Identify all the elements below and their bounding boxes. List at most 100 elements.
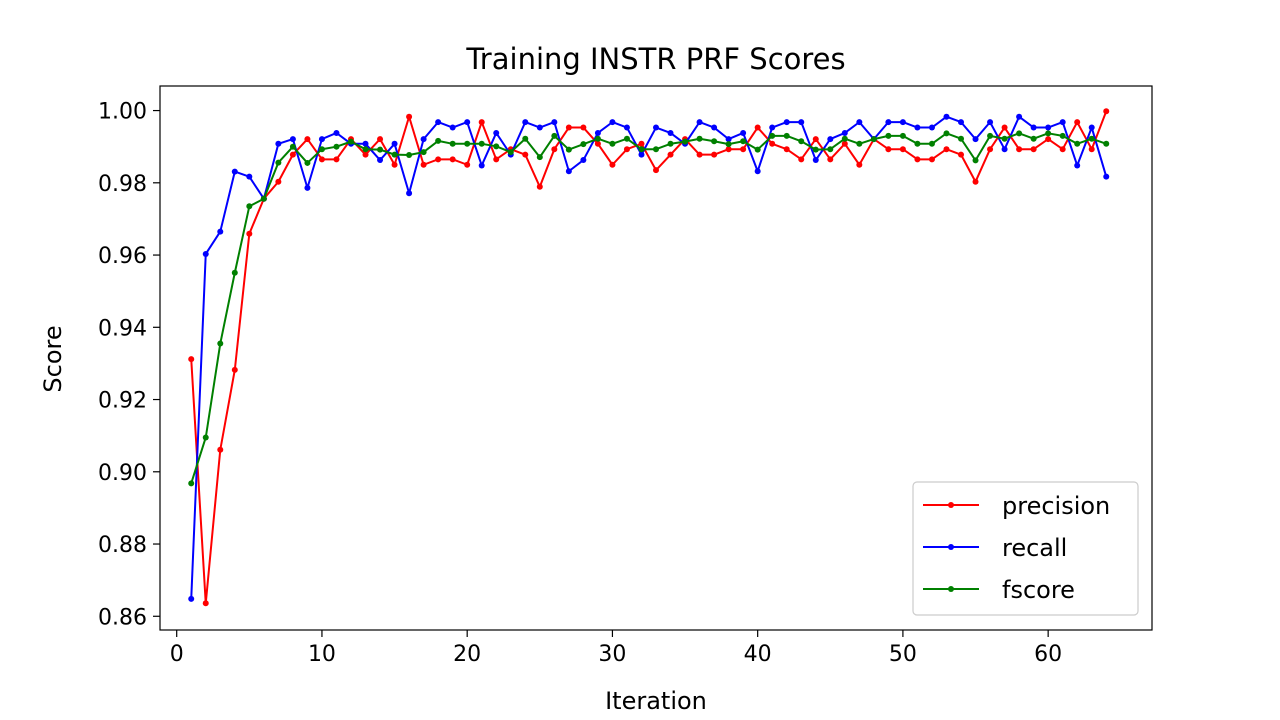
data-point-recall (594, 129, 601, 136)
data-point-precision (1103, 108, 1110, 115)
data-point-precision (318, 156, 325, 163)
data-point-recall (202, 250, 209, 257)
series-line-fscore (190, 132, 1107, 484)
data-point-precision (464, 161, 471, 168)
series-recall (188, 113, 1110, 602)
y-tick-label: 0.96 (98, 244, 147, 269)
data-point-precision (987, 146, 994, 153)
data-point-fscore (275, 159, 282, 166)
data-point-recall (318, 136, 325, 143)
data-point-fscore (783, 132, 790, 139)
data-point-precision (754, 124, 761, 131)
data-point-precision (1059, 146, 1066, 153)
data-point-fscore (260, 195, 267, 202)
data-point-recall (943, 113, 950, 120)
data-point-recall (928, 124, 935, 131)
data-point-fscore (580, 141, 587, 148)
data-point-precision (420, 161, 427, 168)
data-point-precision (246, 230, 253, 237)
legend-swatch-marker (948, 502, 954, 508)
data-point-recall (711, 124, 718, 131)
x-tick-label: 30 (598, 642, 626, 667)
data-point-precision (304, 136, 311, 143)
data-point-precision (536, 183, 543, 190)
data-point-fscore (289, 143, 296, 150)
y-tick-label: 0.94 (98, 316, 147, 341)
data-point-precision (841, 140, 848, 147)
data-point-recall (580, 157, 587, 164)
data-point-fscore (798, 138, 805, 145)
data-point-precision (188, 356, 195, 363)
data-point-recall (623, 124, 630, 131)
data-point-recall (275, 140, 282, 147)
data-point-fscore (507, 149, 514, 156)
data-point-recall (333, 129, 340, 136)
legend-label: recall (1002, 534, 1067, 562)
data-point-recall (972, 136, 979, 143)
data-point-fscore (594, 135, 601, 142)
data-point-precision (798, 156, 805, 163)
data-point-fscore (638, 146, 645, 153)
data-point-precision (478, 119, 485, 126)
data-point-precision (1088, 146, 1095, 153)
legend-item-precision: precision (923, 492, 1110, 520)
data-point-fscore (333, 143, 340, 150)
data-point-recall (304, 184, 311, 191)
data-point-fscore (899, 132, 906, 139)
data-point-fscore (202, 434, 209, 441)
data-point-recall (856, 119, 863, 126)
data-point-precision (856, 161, 863, 168)
data-point-precision (623, 146, 630, 153)
data-point-fscore (623, 135, 630, 142)
data-point-precision (812, 136, 819, 143)
data-point-fscore (522, 135, 529, 142)
data-point-fscore (856, 140, 863, 147)
data-point-fscore (653, 146, 659, 153)
data-point-precision (827, 156, 834, 163)
data-point-recall (536, 124, 543, 131)
data-point-fscore (1103, 140, 1110, 147)
data-point-recall (246, 173, 253, 180)
data-point-recall (551, 119, 558, 126)
data-point-fscore (493, 143, 500, 150)
data-point-precision (1030, 146, 1037, 153)
data-point-fscore (420, 149, 427, 156)
data-point-precision (725, 146, 732, 153)
data-point-recall (769, 124, 776, 131)
data-point-precision (653, 167, 659, 174)
data-point-recall (1001, 146, 1008, 153)
data-point-fscore (725, 141, 732, 148)
data-point-recall (231, 168, 238, 175)
data-point-recall (1074, 162, 1081, 169)
data-point-recall (362, 140, 369, 147)
data-point-recall (696, 119, 703, 126)
series-fscore (188, 130, 1110, 487)
data-point-fscore (870, 136, 877, 143)
data-point-recall (638, 151, 645, 158)
data-point-precision (362, 151, 369, 158)
data-point-recall (565, 168, 572, 175)
data-point-recall (188, 595, 195, 602)
data-point-recall (667, 129, 674, 136)
y-tick-label: 0.92 (98, 389, 147, 414)
data-point-recall (958, 119, 965, 126)
data-point-fscore (609, 140, 616, 147)
data-point-fscore (827, 146, 834, 153)
data-point-precision (696, 151, 703, 158)
data-point-precision (594, 140, 601, 147)
data-point-precision (1074, 119, 1081, 126)
data-point-precision (565, 124, 572, 131)
series-lines (188, 108, 1110, 607)
axis-ticks: 0 10 20 30 40 50 60 0.86 0.88 0.90 0.92 0.94 0.96 0.9… (98, 100, 1062, 667)
data-point-recall (812, 157, 819, 164)
data-point-precision (522, 151, 529, 158)
data-point-fscore (667, 140, 674, 147)
data-point-fscore (1059, 132, 1066, 139)
x-axis-label: Iteration (605, 687, 707, 715)
data-point-precision (972, 178, 979, 185)
data-point-fscore (1016, 130, 1023, 137)
y-tick-label: 0.90 (98, 461, 147, 486)
data-point-recall (725, 136, 732, 143)
data-point-fscore (1088, 135, 1095, 142)
data-point-fscore (449, 140, 456, 147)
